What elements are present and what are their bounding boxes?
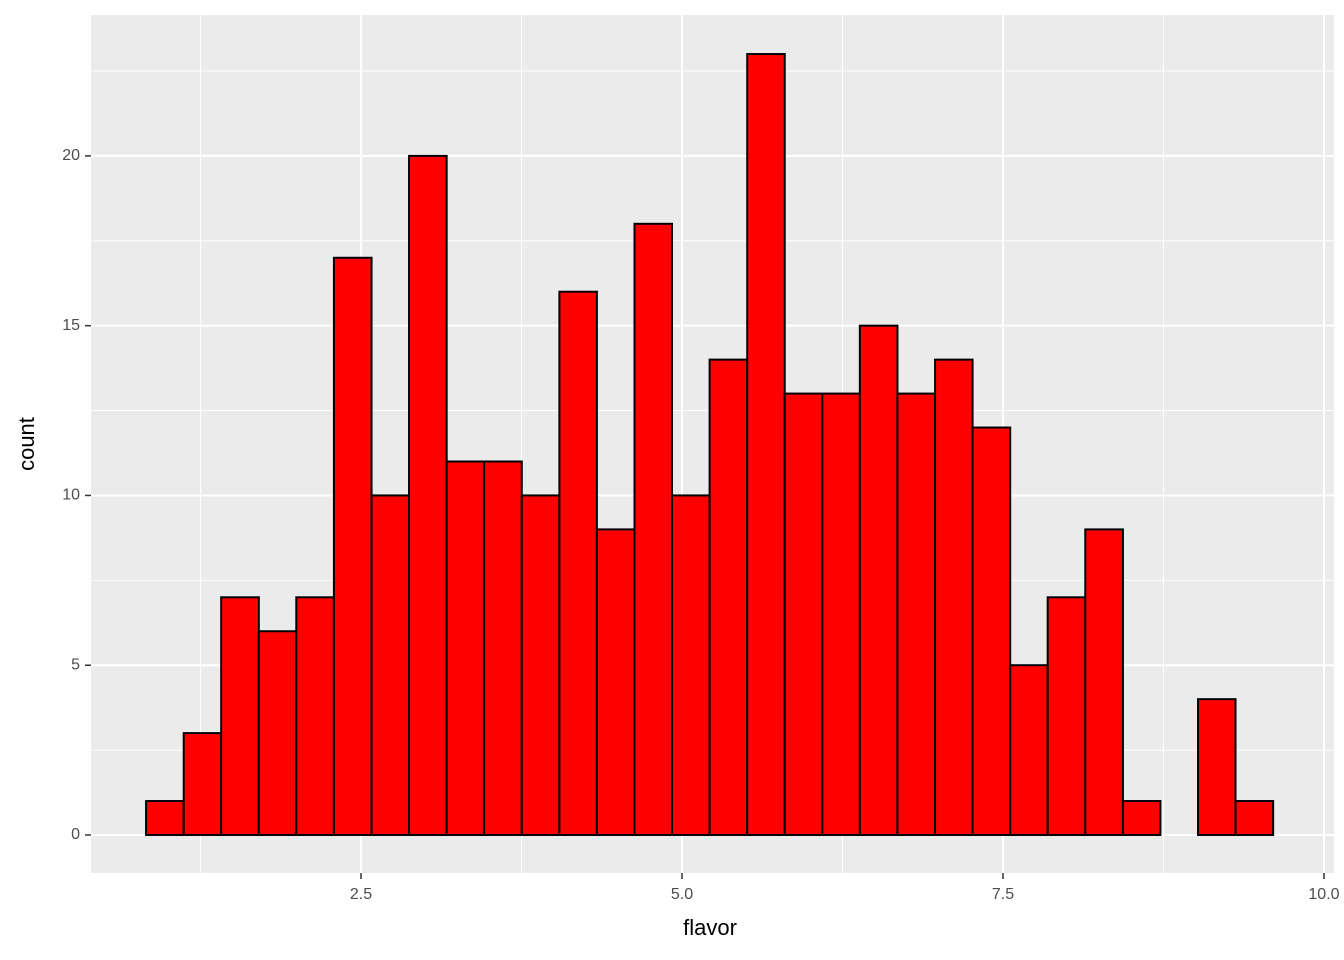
bar xyxy=(708,358,749,836)
y-tick-label: 0 xyxy=(71,826,80,843)
y-axis-title: count xyxy=(14,417,39,471)
bar xyxy=(520,494,561,836)
bar xyxy=(1197,698,1237,836)
bar xyxy=(746,53,786,836)
x-axis-title: flavor xyxy=(683,915,737,940)
y-tick-label: 20 xyxy=(62,147,80,164)
x-tick-label: 10.0 xyxy=(1308,886,1339,903)
x-tick-label: 2.5 xyxy=(350,886,372,903)
y-tick-label: 5 xyxy=(71,656,80,673)
bar xyxy=(483,460,523,836)
bar xyxy=(445,460,486,836)
bar xyxy=(558,290,598,836)
bar xyxy=(1084,528,1124,836)
bar xyxy=(896,392,937,836)
bar xyxy=(408,154,448,836)
y-tick-label: 15 xyxy=(62,317,80,334)
bar xyxy=(370,494,411,836)
bar xyxy=(1234,800,1275,836)
bar xyxy=(257,630,298,836)
bar xyxy=(934,358,974,836)
bar xyxy=(295,596,335,836)
x-tick-label: 7.5 xyxy=(992,886,1014,903)
bars xyxy=(145,53,1275,836)
bar xyxy=(821,392,861,836)
bar xyxy=(595,528,636,836)
bar xyxy=(220,596,260,836)
bar xyxy=(971,426,1012,836)
bar xyxy=(783,392,824,836)
bar xyxy=(633,222,673,836)
axes: 2.5 5.0 7.5 10.0 0 5 10 15 20 xyxy=(62,147,1339,903)
x-tick-label: 5.0 xyxy=(671,886,693,903)
bar xyxy=(1121,800,1162,836)
bar xyxy=(858,324,899,836)
bar xyxy=(145,800,185,836)
bar xyxy=(332,256,373,836)
bar xyxy=(182,732,223,836)
bar xyxy=(1046,596,1087,836)
bar xyxy=(1009,664,1049,836)
y-tick-label: 10 xyxy=(62,487,80,504)
bar xyxy=(670,494,711,836)
